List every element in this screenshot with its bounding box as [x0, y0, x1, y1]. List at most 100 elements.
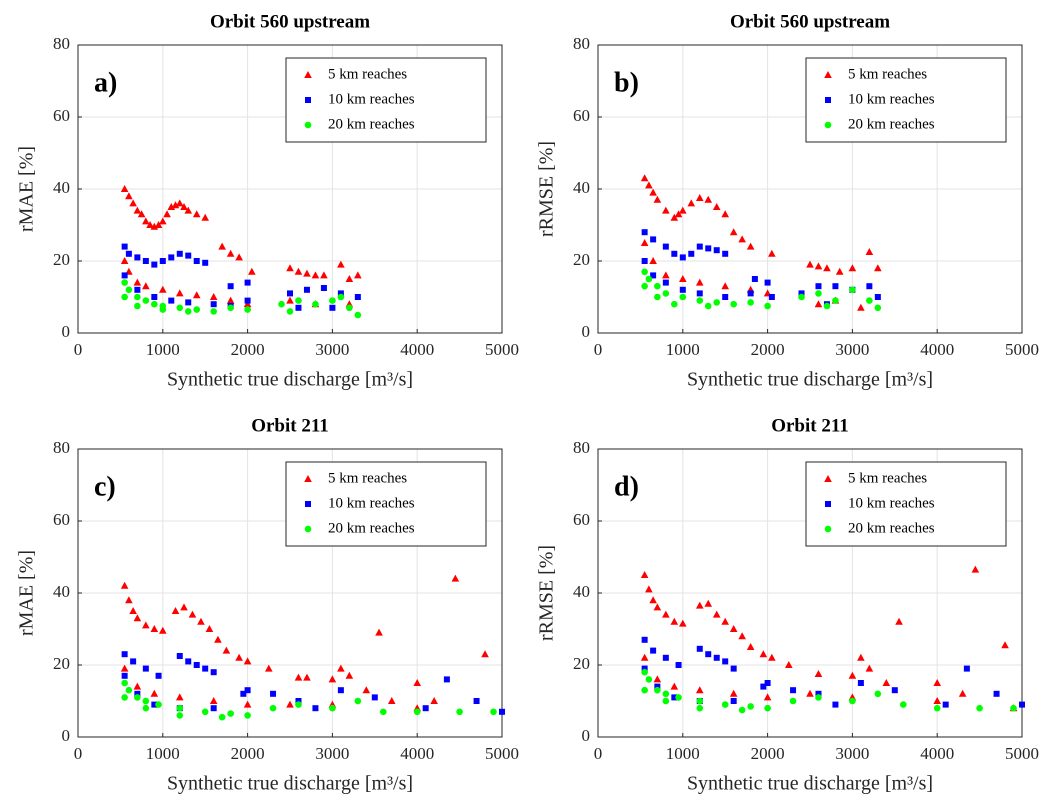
data-point	[746, 242, 755, 250]
data-point	[722, 250, 729, 257]
data-point	[244, 297, 251, 304]
data-point	[171, 201, 180, 209]
data-point	[490, 708, 497, 716]
data-point	[747, 299, 754, 306]
data-point	[653, 195, 662, 203]
y-tick-label: 60	[573, 510, 590, 529]
legend-marker	[825, 501, 831, 507]
data-point	[244, 712, 251, 719]
x-tick-label: 4000	[400, 744, 434, 763]
data-point	[329, 704, 336, 712]
data-point	[121, 243, 128, 250]
data-point	[645, 676, 653, 683]
data-point	[375, 628, 383, 636]
data-point	[764, 680, 771, 686]
x-tick-label: 1000	[666, 340, 700, 359]
legend-label: 20 km reaches	[848, 520, 935, 536]
data-point	[193, 306, 201, 313]
data-point	[176, 304, 184, 312]
data-point	[641, 282, 648, 290]
data-point	[704, 599, 713, 607]
data-point	[121, 293, 128, 301]
data-point	[201, 213, 209, 221]
data-point	[150, 625, 159, 632]
data-point	[815, 690, 822, 697]
data-point	[857, 653, 865, 661]
x-tick-label: 2000	[751, 340, 785, 359]
data-point	[286, 700, 294, 708]
data-point	[891, 687, 898, 694]
data-point	[155, 672, 162, 679]
data-point	[134, 302, 141, 310]
data-point	[142, 217, 150, 225]
data-point	[176, 704, 184, 712]
data-point	[244, 306, 251, 313]
data-point	[662, 690, 670, 698]
data-point	[814, 262, 823, 270]
data-point	[159, 258, 166, 264]
y-tick-label: 80	[573, 34, 590, 53]
x-axis-label: Synthetic true discharge [m³/s]	[687, 773, 933, 795]
data-point	[146, 221, 154, 228]
data-point	[823, 302, 831, 310]
x-tick-label: 5000	[485, 744, 519, 763]
data-point	[696, 243, 703, 250]
data-point	[167, 203, 176, 210]
data-point	[640, 571, 649, 578]
data-point	[695, 194, 704, 201]
data-point	[227, 710, 234, 717]
data-point	[729, 689, 738, 697]
x-tick-label: 5000	[1005, 744, 1039, 763]
data-point	[696, 704, 704, 712]
data-point	[738, 235, 746, 243]
x-tick-label: 1000	[146, 340, 180, 359]
data-point	[345, 275, 354, 282]
axes-box	[597, 44, 1023, 334]
legend-label: 20 km reaches	[328, 116, 415, 132]
data-point	[320, 285, 327, 291]
data-point	[481, 650, 489, 658]
data-point	[671, 694, 678, 701]
legend-marker	[304, 121, 312, 129]
y-tick-label: 0	[582, 726, 591, 745]
data-point	[645, 585, 653, 593]
data-point	[654, 282, 661, 290]
y-tick-label: 80	[573, 438, 590, 457]
data-point	[815, 290, 822, 297]
data-point	[244, 687, 251, 694]
legend-label: 5 km reaches	[328, 470, 407, 486]
data-point	[874, 294, 881, 300]
data-point	[422, 705, 429, 712]
data-point	[705, 245, 712, 252]
data-point	[159, 217, 167, 225]
data-point	[354, 271, 362, 279]
data-point	[125, 686, 133, 694]
data-point	[738, 706, 746, 714]
data-point	[180, 203, 188, 210]
panel-label: b)	[614, 67, 639, 98]
y-tick-label: 40	[573, 582, 590, 601]
data-point	[269, 704, 277, 712]
axes-box	[77, 448, 503, 738]
y-tick-label: 40	[53, 582, 70, 601]
data-point	[696, 697, 704, 705]
data-point	[134, 690, 141, 697]
data-point	[695, 601, 704, 609]
data-point	[713, 654, 720, 661]
data-point	[185, 658, 192, 665]
data-point	[155, 701, 162, 708]
data-point	[768, 653, 776, 661]
data-point	[679, 275, 687, 282]
legend-box	[285, 461, 487, 547]
data-point	[662, 697, 670, 705]
data-point	[328, 675, 337, 683]
data-point	[265, 664, 273, 672]
data-point	[286, 308, 294, 315]
data-point	[662, 290, 670, 297]
data-point	[202, 665, 209, 672]
data-point	[226, 296, 235, 304]
data-point	[175, 693, 184, 701]
legend-box	[285, 57, 487, 143]
data-point	[345, 671, 354, 679]
